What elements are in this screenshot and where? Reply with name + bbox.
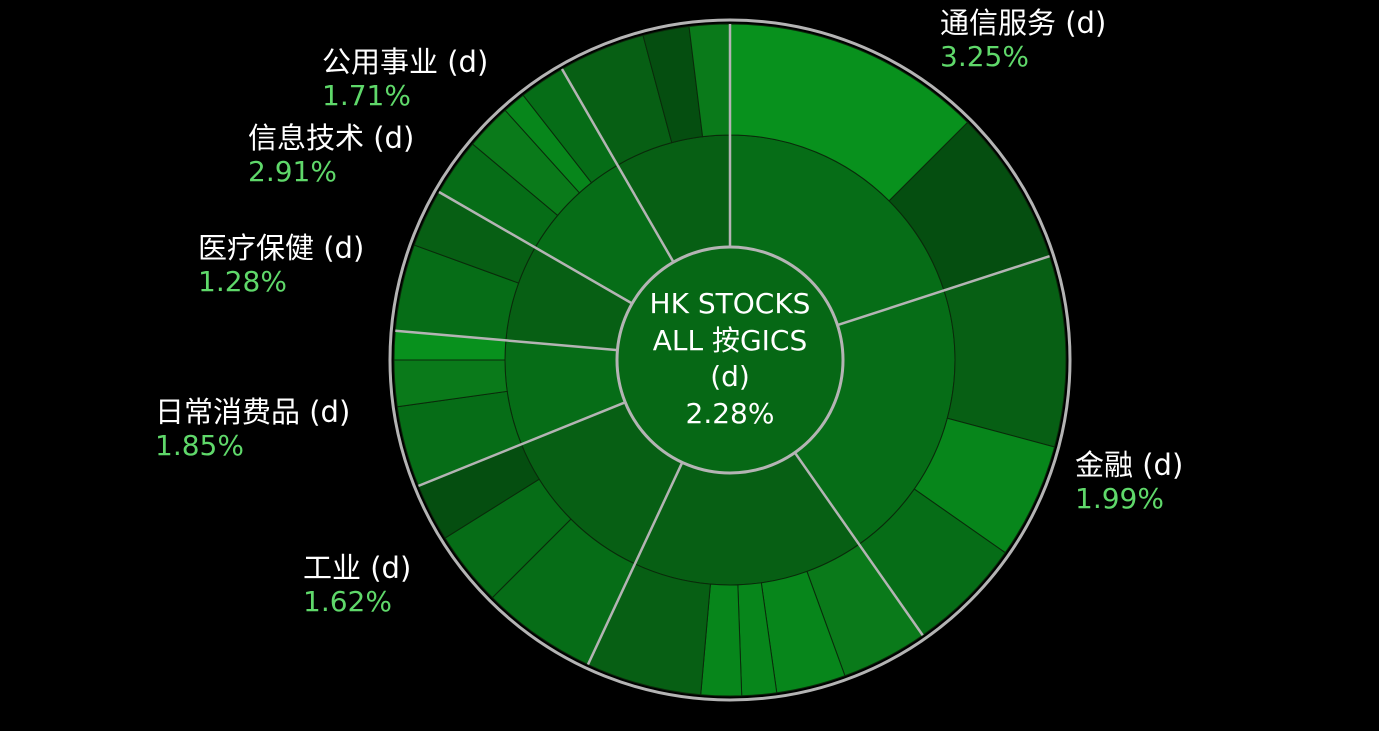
sector-name-util[interactable]: 公用事业 (d) — [322, 45, 488, 79]
sector-change-ind: 1.62% — [303, 585, 392, 618]
sector-change-comm: 3.25% — [940, 40, 1029, 73]
center-line-3: (d) — [710, 360, 750, 393]
sector-name-ind[interactable]: 工业 (d) — [303, 551, 411, 585]
center-value: 2.28% — [686, 397, 775, 430]
sector-change-health: 1.28% — [198, 265, 287, 298]
sector-name-staples[interactable]: 日常消费品 (d) — [155, 395, 350, 429]
sunburst-center[interactable]: HK STOCKS ALL 按GICS (d) 2.28% — [615, 245, 845, 475]
sector-change-staples: 1.85% — [155, 429, 244, 462]
sector-change-it: 2.91% — [248, 155, 337, 188]
sector-name-fin[interactable]: 金融 (d) — [1075, 448, 1183, 482]
sector-labels: 通信服务 (d) 3.25% 金融 (d) 1.99% 工业 (d) 1.62%… — [155, 6, 1183, 618]
center-line-1: HK STOCKS — [650, 287, 811, 320]
sector-change-util: 1.71% — [322, 79, 411, 112]
sector-divider-4 — [417, 401, 626, 488]
sector-divider-6 — [438, 190, 633, 305]
sector-name-comm[interactable]: 通信服务 (d) — [940, 6, 1106, 40]
center-disc — [615, 245, 845, 475]
sector-divider-2 — [793, 451, 924, 636]
sector-change-fin: 1.99% — [1075, 482, 1164, 515]
sector-divider-7 — [560, 68, 675, 263]
outer-border — [388, 18, 1072, 702]
sector-divider-1 — [837, 254, 1050, 327]
sector-name-health[interactable]: 医疗保健 (d) — [198, 231, 364, 265]
sector-divider-5 — [395, 329, 618, 352]
sunburst-rings — [388, 18, 1072, 702]
sector-divider-3 — [586, 461, 684, 666]
sector-name-it[interactable]: 信息技术 (d) — [248, 121, 414, 155]
center-line-2: ALL 按GICS — [653, 324, 808, 357]
